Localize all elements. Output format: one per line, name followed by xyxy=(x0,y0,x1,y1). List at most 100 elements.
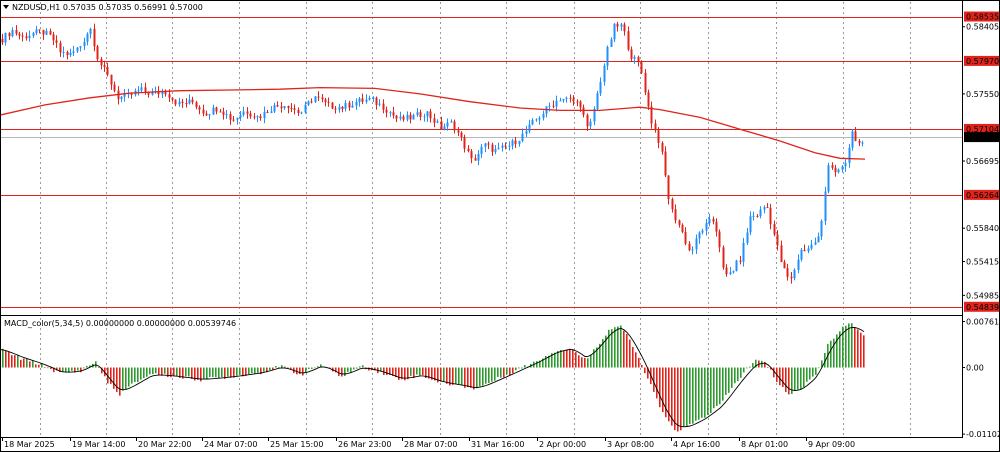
candle-body xyxy=(834,167,837,173)
macd-bar xyxy=(467,367,469,388)
macd-bar xyxy=(275,366,277,368)
macd-bar xyxy=(848,323,850,368)
candle-body xyxy=(358,98,361,102)
candle-body xyxy=(494,149,497,152)
macd-bar xyxy=(212,367,214,378)
candle-body xyxy=(705,222,708,231)
macd-bar xyxy=(23,358,25,368)
macd-bar xyxy=(101,367,103,374)
macd-bar xyxy=(110,367,112,384)
macd-bar xyxy=(476,367,478,389)
candle-body xyxy=(667,175,670,200)
candle-body xyxy=(827,165,830,192)
macd-bar xyxy=(362,365,364,368)
candle-body xyxy=(800,249,803,260)
macd-bar xyxy=(230,367,232,378)
candle-body xyxy=(521,133,524,141)
candle-body xyxy=(338,106,341,110)
macd-bar xyxy=(749,366,751,368)
candle-body xyxy=(38,29,41,31)
macd-bar xyxy=(374,367,376,371)
macd-bar xyxy=(620,325,622,368)
candle-body xyxy=(684,231,687,244)
candle-body xyxy=(508,145,511,147)
candle-body xyxy=(803,249,806,252)
macd-bar xyxy=(455,367,457,385)
macd-bar xyxy=(428,367,430,379)
candle-body xyxy=(511,140,514,146)
macd-bar xyxy=(521,367,523,369)
candle-body xyxy=(627,31,630,50)
candle-body xyxy=(820,221,823,237)
candle-body xyxy=(613,23,616,40)
candle-body xyxy=(304,104,307,113)
candle-body xyxy=(168,94,171,98)
macd-bar xyxy=(200,367,202,382)
macd-bar xyxy=(44,367,46,369)
candle-body xyxy=(297,109,300,114)
macd-bar xyxy=(560,349,562,368)
candle-body xyxy=(157,91,160,95)
candle-body xyxy=(729,272,732,275)
candle-body xyxy=(147,91,150,95)
macd-bar xyxy=(470,367,472,388)
macd-bar xyxy=(740,367,742,378)
macd-bar xyxy=(2,348,4,368)
macd-bar xyxy=(851,323,853,368)
candle-body xyxy=(368,97,371,100)
candle-body xyxy=(198,107,201,110)
macd-bar xyxy=(617,326,619,368)
candle-body xyxy=(45,30,48,35)
macd-bar xyxy=(656,367,658,399)
macd-bar xyxy=(35,364,37,368)
candle-body xyxy=(688,243,691,251)
candle-body xyxy=(344,102,347,109)
candle-body xyxy=(89,28,92,34)
macd-bar xyxy=(485,367,487,384)
macd-bar xyxy=(119,367,121,396)
candle-body xyxy=(477,153,480,161)
time-label: 28 Mar 07:00 xyxy=(404,440,457,449)
candle-body xyxy=(140,87,143,91)
candle-body xyxy=(191,99,194,103)
indicator-info: MACD_color(5,34,5) 0.00000000 0.00000000… xyxy=(4,319,236,328)
macd-bar xyxy=(830,340,832,368)
macd-bar xyxy=(659,367,661,408)
candle-body xyxy=(599,81,602,94)
macd-bar xyxy=(356,367,358,369)
macd-bar xyxy=(701,367,703,418)
collapse-triangle-icon[interactable] xyxy=(3,5,9,9)
macd-bar xyxy=(662,367,664,413)
candle-body xyxy=(174,99,177,105)
candle-body xyxy=(610,39,613,47)
candle-body xyxy=(739,260,742,262)
candle-body xyxy=(188,99,191,104)
candle-body xyxy=(861,142,864,144)
candle-body xyxy=(239,114,242,118)
candle-body xyxy=(399,116,402,119)
macd-bar xyxy=(113,367,115,389)
level-tag-label: 0.57970 xyxy=(966,57,999,66)
macd-bar xyxy=(440,367,442,382)
macd-bar xyxy=(689,367,691,425)
macd-bar xyxy=(611,329,613,368)
candle-body xyxy=(552,105,555,107)
macd-signal-line xyxy=(0,326,865,428)
macd-bar xyxy=(80,367,82,373)
candle-body xyxy=(817,236,820,243)
candle-body xyxy=(287,106,290,109)
indicator-axis: 0.0076115 0.00 -0.0110209 xyxy=(962,318,1000,439)
candle-body xyxy=(72,51,75,53)
macd-bar xyxy=(17,355,19,368)
macd-bar xyxy=(782,367,784,388)
macd-bar xyxy=(416,367,418,375)
candle-body xyxy=(378,103,381,105)
candle-body xyxy=(15,30,18,34)
candle-body xyxy=(83,41,86,47)
candle-body xyxy=(576,101,579,103)
candle-body xyxy=(854,131,857,142)
macd-bar xyxy=(752,363,754,368)
indicator-tick-label: -0.0110209 xyxy=(966,430,1000,439)
macd-bar xyxy=(77,367,79,371)
